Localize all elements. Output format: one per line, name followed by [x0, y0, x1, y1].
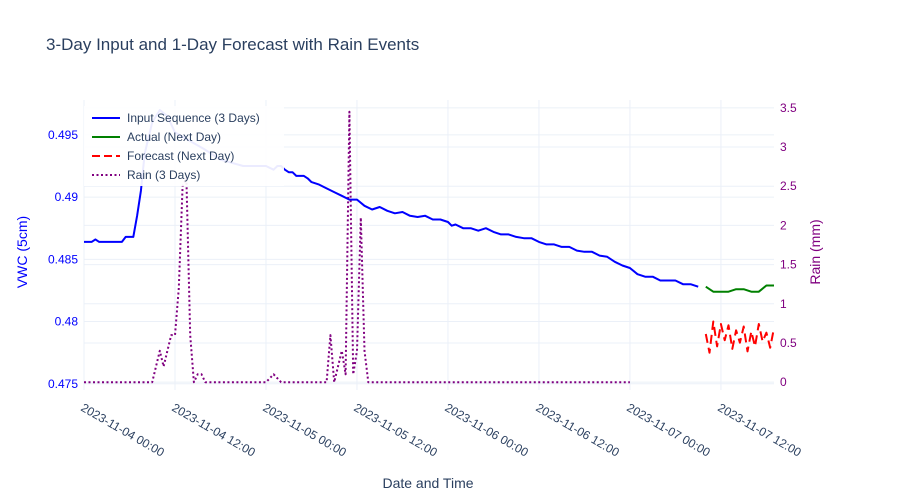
- y-right-tick-label: 3.5: [780, 101, 797, 115]
- legend-label-forecast: Forecast (Next Day): [127, 149, 234, 163]
- series-rain-line: [84, 110, 630, 384]
- y-axis-left-title: VWC (5cm): [14, 216, 30, 288]
- legend-label-input: Input Sequence (3 Days): [127, 111, 260, 125]
- y-left-tick-label: 0.475: [48, 377, 78, 391]
- x-axis-title: Date and Time: [382, 475, 473, 491]
- y-axis-right-title: Rain (mm): [807, 219, 823, 284]
- grid: [83, 100, 774, 390]
- series-actual-line: [705, 284, 774, 293]
- legend-label-actual: Actual (Next Day): [127, 130, 221, 144]
- y-right-tick-label: 0: [780, 375, 787, 389]
- y-left-tick-label: 0.49: [55, 190, 79, 204]
- y-left-tick-label: 0.48: [55, 315, 79, 329]
- legend-item-input[interactable]: Input Sequence (3 Days): [92, 111, 260, 125]
- y-right-tick-label: 1.5: [780, 258, 797, 272]
- y-right-tick-label: 0.5: [780, 336, 797, 350]
- chart-title: 3-Day Input and 1-Day Forecast with Rain…: [46, 35, 419, 54]
- series-forecast-line: [704, 320, 775, 354]
- legend-label-rain: Rain (3 Days): [127, 168, 200, 182]
- legend: Input Sequence (3 Days) Actual (Next Day…: [84, 106, 284, 186]
- y-left-tick-label: 0.485: [48, 252, 78, 266]
- y-right-tick-label: 1: [780, 297, 787, 311]
- y-right-tick-label: 2: [780, 218, 787, 232]
- y-right-tick-label: 3: [780, 140, 787, 154]
- y-left-tick-label: 0.495: [48, 128, 78, 142]
- y-right-tick-label: 2.5: [780, 179, 797, 193]
- legend-background: [84, 106, 284, 186]
- legend-item-actual[interactable]: Actual (Next Day): [92, 130, 221, 144]
- legend-item-rain[interactable]: Rain (3 Days): [92, 168, 200, 182]
- legend-item-forecast[interactable]: Forecast (Next Day): [92, 149, 234, 163]
